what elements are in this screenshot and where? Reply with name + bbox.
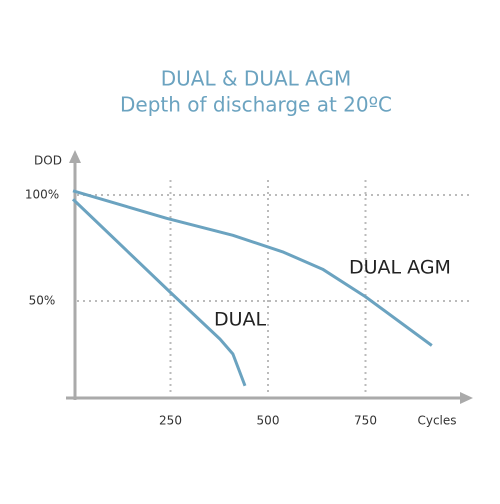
series-label: DUAL AGM	[349, 257, 451, 279]
x-tick-label: 750	[354, 414, 377, 428]
chart-subtitle: Depth of discharge at 20ºC	[120, 93, 392, 117]
series-label: DUAL	[214, 309, 267, 331]
y-tick-label: 100%	[25, 187, 59, 201]
line	[71, 198, 247, 387]
y-tick-label: 50%	[29, 293, 56, 307]
x-axis-label: Cycles	[417, 414, 456, 428]
x-axis-arrow	[460, 392, 473, 404]
x-tick-label: 500	[257, 414, 280, 428]
chart-title: DUAL & DUAL AGM	[161, 67, 351, 91]
y-axis-label: DOD	[34, 154, 62, 168]
x-tick-label: 250	[159, 414, 182, 428]
y-axis-arrow	[69, 150, 81, 163]
line	[72, 189, 433, 347]
